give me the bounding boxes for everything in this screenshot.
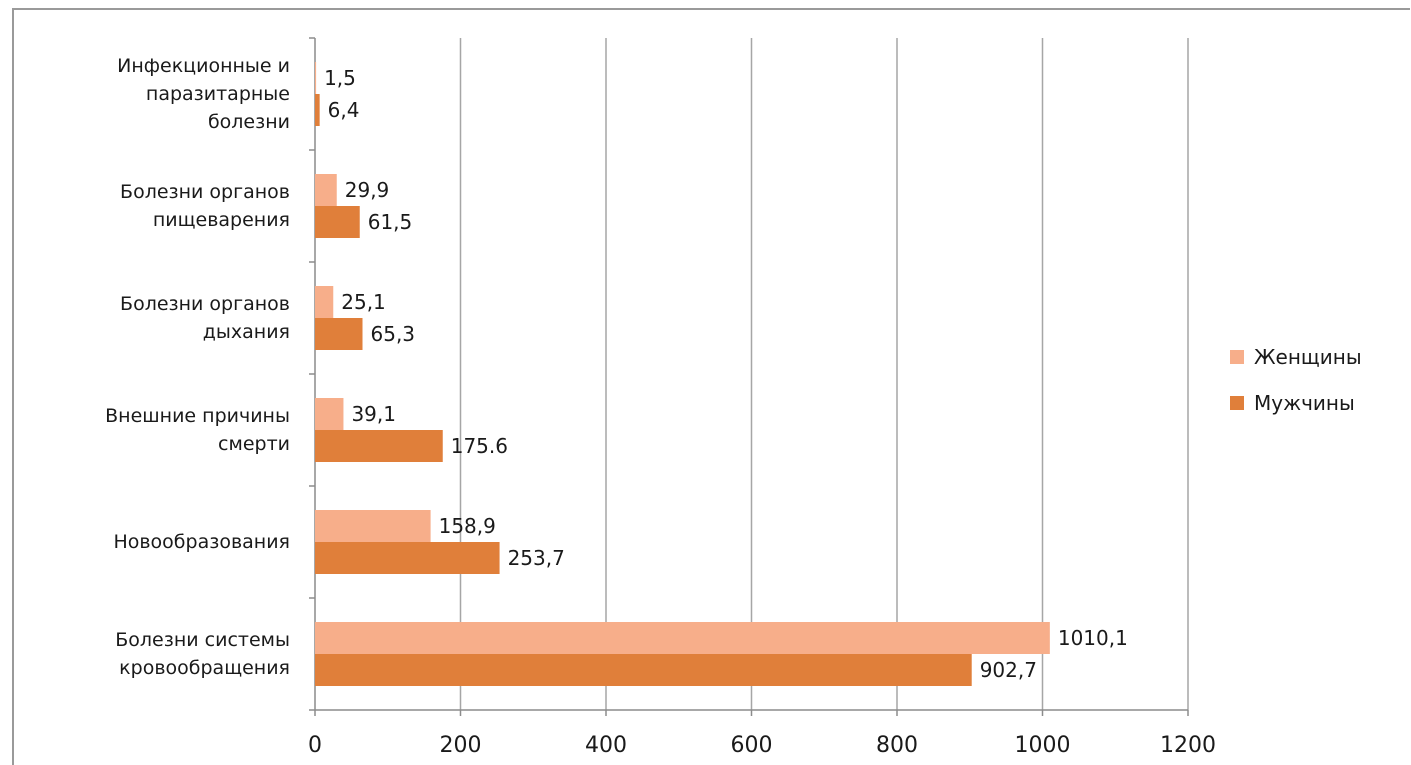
x-tick-label: 600 [731,733,773,758]
data-label: 6,4 [328,98,360,122]
legend-swatch [1230,396,1244,410]
bar-men [315,318,363,350]
bar-men [315,430,443,462]
category-label: паразитарные [146,83,290,105]
bar-women [315,286,334,318]
data-label: 1010,1 [1058,626,1128,650]
bar-men [315,654,972,686]
data-label: 39,1 [351,402,396,426]
bar-women [315,174,337,206]
data-label: 902,7 [980,658,1037,682]
data-label: 175.6 [451,434,508,458]
category-label: пищеварения [153,209,290,231]
x-tick-label: 400 [585,733,627,758]
bar-women [315,622,1050,654]
data-label: 61,5 [368,210,413,234]
bar-women [315,62,317,94]
category-label: Инфекционные и [117,55,290,77]
bar-men [315,542,500,574]
bar-men [315,206,360,238]
chart-frame [12,8,1410,765]
bar-women [315,398,344,430]
x-tick-label: 800 [876,733,918,758]
legend-label: Мужчины [1254,391,1355,415]
data-label: 29,9 [345,178,390,202]
legend-label: Женщины [1254,345,1362,369]
bar-women [315,510,431,542]
data-label: 253,7 [508,546,565,570]
x-tick-label: 1200 [1160,733,1216,758]
category-label: дыхания [203,321,290,343]
data-label: 65,3 [371,322,416,346]
x-tick-label: 0 [308,733,322,758]
data-label: 158,9 [439,514,496,538]
category-label: Болезни органов [120,181,290,203]
data-label: 25,1 [341,290,386,314]
category-label: Новообразования [113,531,290,553]
x-tick-label: 200 [440,733,482,758]
data-label: 1,5 [324,66,356,90]
bar-men [315,94,320,126]
category-label: Внешние причины [105,405,290,427]
category-label: Болезни органов [120,293,290,315]
category-label: болезни [208,111,290,133]
category-label: Болезни системы [115,629,290,651]
category-label: кровообращения [119,657,290,679]
x-tick-label: 1000 [1015,733,1071,758]
legend-swatch [1230,350,1244,364]
category-label: смерти [218,433,290,455]
